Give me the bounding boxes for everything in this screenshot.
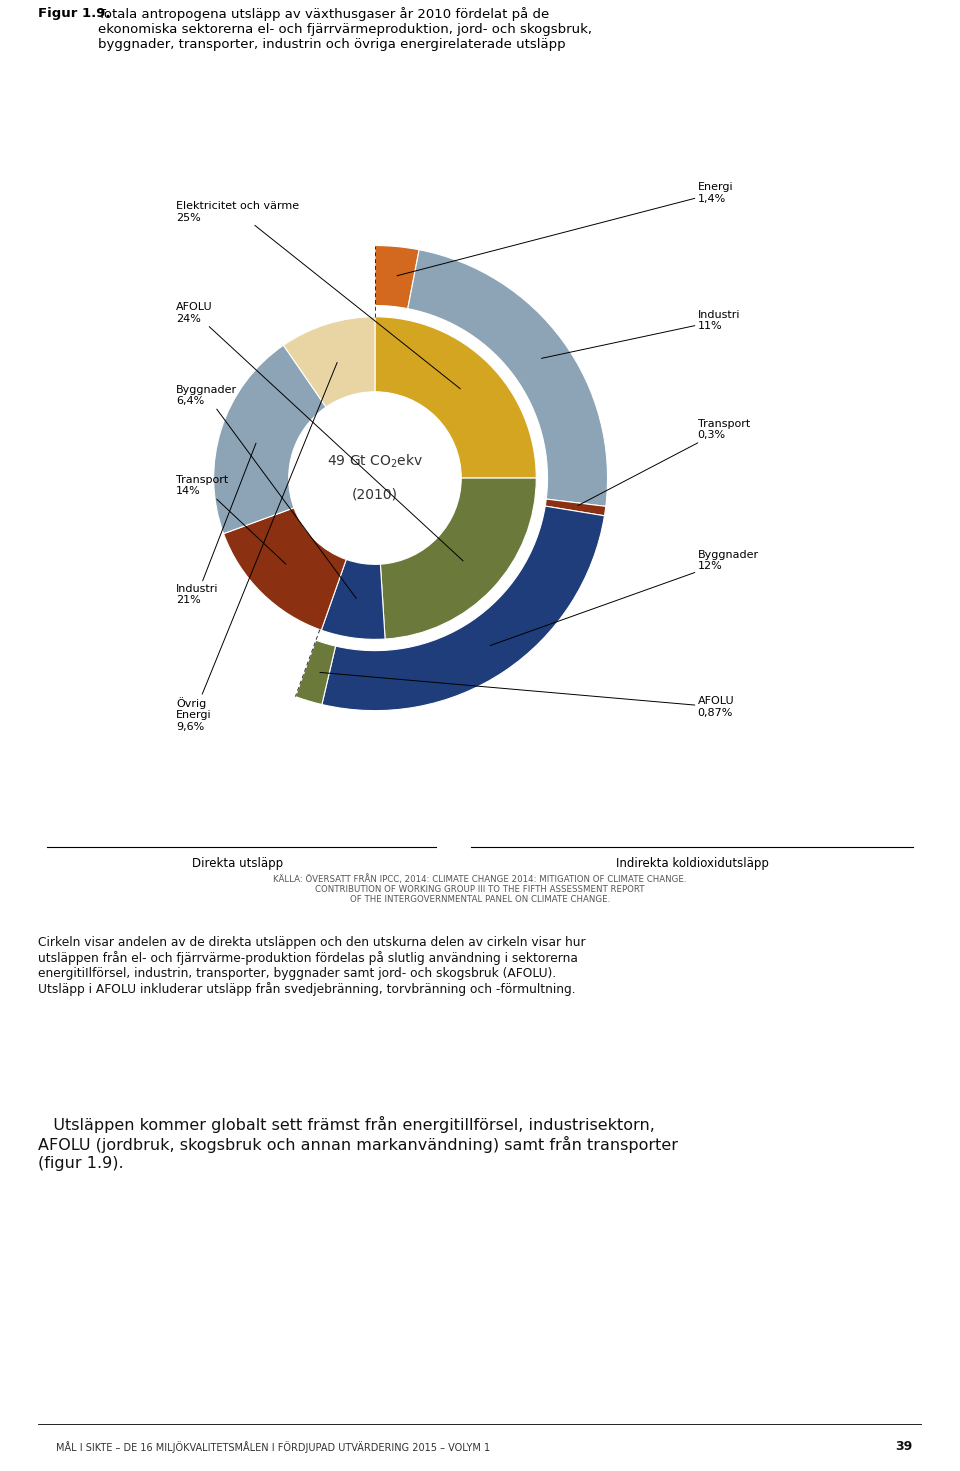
Wedge shape xyxy=(375,316,537,478)
Wedge shape xyxy=(322,559,385,640)
Text: Byggnader
6,4%: Byggnader 6,4% xyxy=(177,385,356,599)
Text: Cirkeln visar andelen av de direkta utsläppen och den utskurna delen av cirkeln : Cirkeln visar andelen av de direkta utsl… xyxy=(38,936,586,996)
Wedge shape xyxy=(545,499,606,516)
Wedge shape xyxy=(214,346,326,534)
Text: Byggnader
12%: Byggnader 12% xyxy=(490,550,758,646)
Text: Industri
11%: Industri 11% xyxy=(541,310,740,359)
Text: AFOLU
0,87%: AFOLU 0,87% xyxy=(320,672,734,718)
Wedge shape xyxy=(322,506,605,710)
Text: Direkta utsläpp: Direkta utsläpp xyxy=(192,856,282,869)
Text: 39: 39 xyxy=(896,1440,913,1453)
Wedge shape xyxy=(375,246,420,309)
Text: (2010): (2010) xyxy=(352,487,398,502)
Text: Elektricitet och värme
25%: Elektricitet och värme 25% xyxy=(177,202,461,388)
Wedge shape xyxy=(380,478,537,638)
Wedge shape xyxy=(224,507,347,630)
Text: Transport
14%: Transport 14% xyxy=(177,475,286,565)
Wedge shape xyxy=(408,250,608,506)
Text: Figur 1.9.: Figur 1.9. xyxy=(38,7,111,21)
Text: Utsläppen kommer globalt sett främst från energitillförsel, industrisektorn,
AFO: Utsläppen kommer globalt sett främst frå… xyxy=(38,1116,679,1171)
Text: AFOLU
24%: AFOLU 24% xyxy=(177,302,463,560)
Wedge shape xyxy=(283,316,375,407)
Text: Energi
1,4%: Energi 1,4% xyxy=(397,182,733,275)
Text: MÅL I SIKTE – DE 16 MILJÖKVALITETSMÅLEN I FÖRDJUPAD UTVÄRDERING 2015 – VOLYM 1: MÅL I SIKTE – DE 16 MILJÖKVALITETSMÅLEN … xyxy=(56,1440,491,1453)
Text: Indirekta koldioxidutsläpp: Indirekta koldioxidutsläpp xyxy=(615,856,768,869)
Text: 49 Gt CO$_2$ekv: 49 Gt CO$_2$ekv xyxy=(326,453,423,471)
Text: Totala antropogena utsläpp av växthusgaser år 2010 fördelat på de
ekonomiska sek: Totala antropogena utsläpp av växthusgas… xyxy=(99,7,592,51)
Text: Transport
0,3%: Transport 0,3% xyxy=(578,419,750,506)
Text: KÄLLA: ÖVERSATT FRÅN IPCC, 2014: CLIMATE CHANGE 2014: MITIGATION OF CLIMATE CHAN: KÄLLA: ÖVERSATT FRÅN IPCC, 2014: CLIMATE… xyxy=(274,874,686,905)
Text: Övrig
Energi
9,6%: Övrig Energi 9,6% xyxy=(177,362,337,733)
Text: Industri
21%: Industri 21% xyxy=(177,443,256,605)
Wedge shape xyxy=(296,640,336,705)
